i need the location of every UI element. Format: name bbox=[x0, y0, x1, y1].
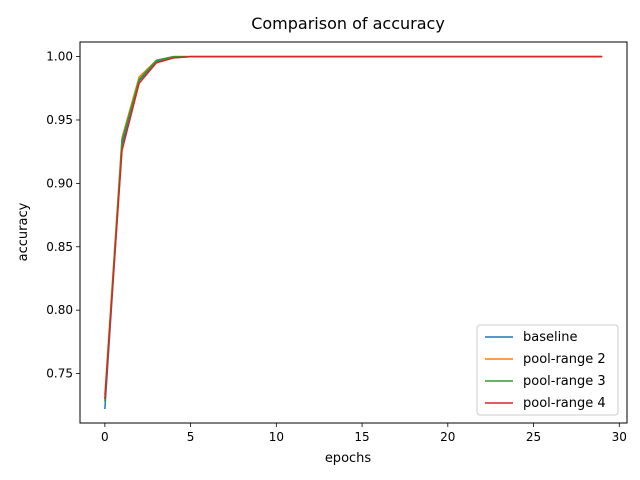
x-tick-label: 5 bbox=[187, 430, 195, 444]
y-tick-label: 0.75 bbox=[46, 367, 73, 381]
y-tick-label: 0.90 bbox=[46, 176, 73, 190]
plot-frame bbox=[79, 41, 628, 424]
legend-label-0: baseline bbox=[523, 330, 577, 345]
legend-label-2: pool-range 3 bbox=[523, 374, 606, 389]
chart-title: Comparison of accuracy bbox=[251, 14, 445, 33]
y-tick-label: 0.95 bbox=[46, 113, 73, 127]
x-tick-label: 30 bbox=[612, 430, 627, 444]
x-tick-label: 15 bbox=[354, 430, 369, 444]
x-tick-label: 20 bbox=[440, 430, 455, 444]
x-tick-label: 10 bbox=[269, 430, 284, 444]
legend: baseline pool-range 2 pool-range 3 pool-ran… bbox=[476, 324, 619, 416]
y-axis-label: accuracy bbox=[16, 202, 31, 261]
legend-label-1: pool-range 2 bbox=[523, 352, 606, 367]
y-tick-label: 0.80 bbox=[46, 303, 73, 317]
legend-label-3: pool-range 4 bbox=[523, 396, 606, 411]
y-axis-ticks: 0.75 0.80 0.85 0.90 0.95 1.00 bbox=[46, 50, 80, 381]
x-axis-ticks: 0 5 10 15 20 25 30 bbox=[101, 423, 627, 444]
x-axis-label: epochs bbox=[325, 451, 372, 466]
series-line-3 bbox=[104, 55, 603, 399]
x-tick-label: 0 bbox=[101, 430, 109, 444]
y-tick-label: 0.85 bbox=[46, 240, 73, 254]
y-tick-label: 1.00 bbox=[46, 50, 73, 64]
x-tick-label: 25 bbox=[526, 430, 541, 444]
legend-box bbox=[476, 324, 619, 416]
plot-lines bbox=[104, 55, 603, 410]
